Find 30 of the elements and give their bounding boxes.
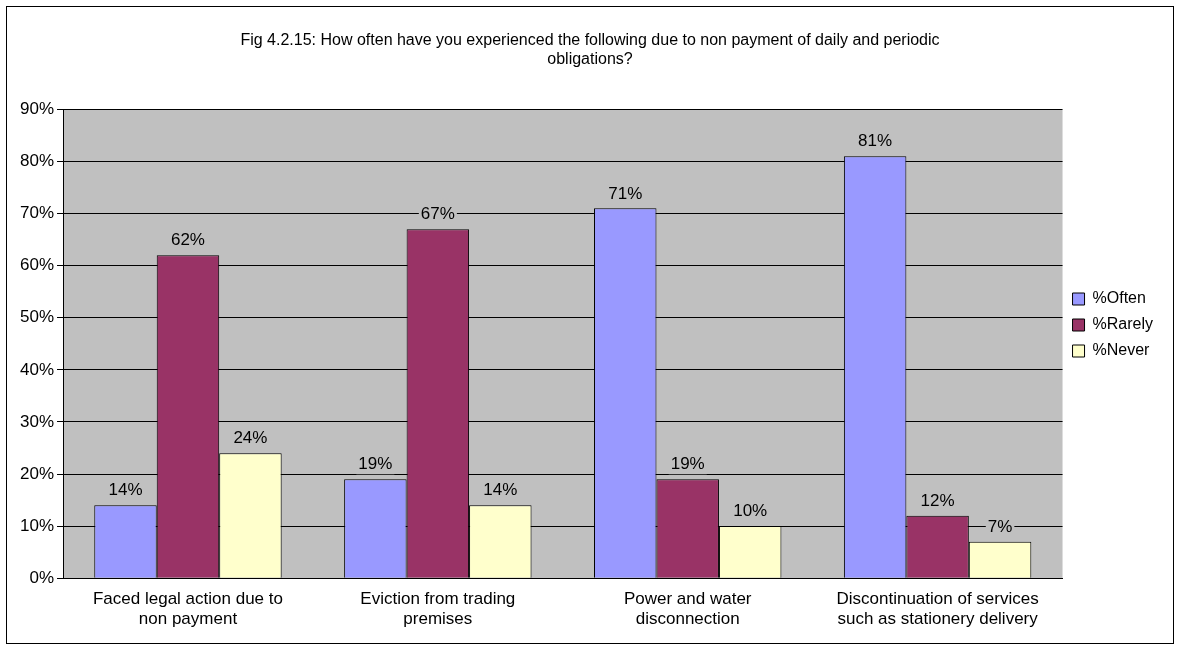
data-label: 62% (170, 230, 205, 250)
y-tick-label: 30% (19, 411, 55, 431)
legend-label: %Never (1092, 341, 1151, 359)
legend-label: %Rarely (1092, 315, 1154, 333)
data-label: 12% (920, 490, 955, 510)
data-label: 67% (420, 204, 455, 224)
x-tick-label: Discontinuation of services such as stationery delivery (836, 589, 1039, 629)
y-tick-label: 90% (19, 99, 55, 119)
data-label: 71% (608, 183, 643, 203)
data-label: 7% (987, 516, 1013, 536)
y-tick-label: 80% (19, 151, 55, 171)
data-label: 81% (858, 131, 893, 151)
data-label: 19% (358, 454, 393, 474)
legend-label: %Often (1092, 289, 1146, 307)
data-label: 24% (233, 428, 268, 448)
x-tick-label: Faced legal action due to non payment (92, 589, 283, 629)
x-tick-label: Eviction from trading premises (360, 589, 516, 629)
y-tick-label: 10% (19, 515, 55, 535)
data-label: 14% (483, 480, 518, 500)
data-label: 19% (670, 454, 705, 474)
data-label: 14% (108, 480, 143, 500)
y-tick-label: 0% (29, 567, 55, 587)
y-tick-label: 40% (19, 359, 55, 379)
data-label: 10% (733, 501, 768, 521)
x-tick-label: Power and water disconnection (623, 589, 752, 629)
chart-title: Fig 4.2.15: How often have you experienced the following due to non payment of daily and periodic obligations? (240, 31, 940, 68)
y-tick-label: 50% (19, 307, 55, 327)
y-tick-label: 70% (19, 203, 55, 223)
y-tick-label: 60% (19, 255, 55, 275)
y-tick-label: 20% (19, 463, 55, 483)
